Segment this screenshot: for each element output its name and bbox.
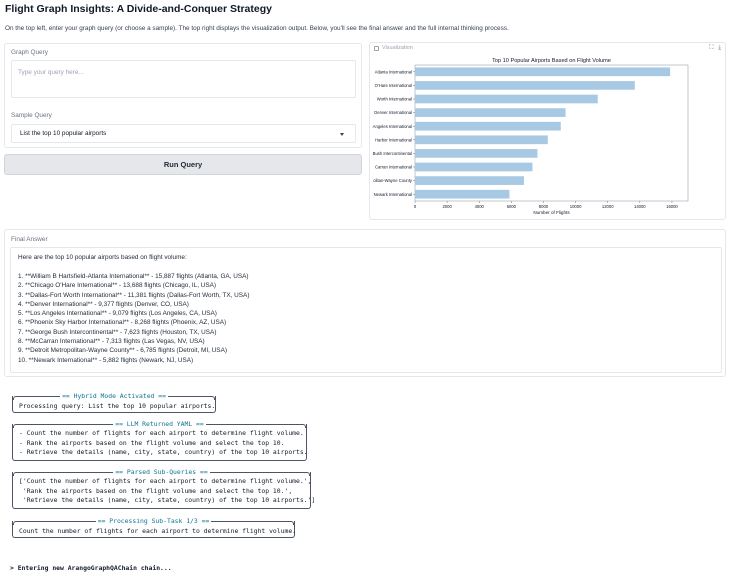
visualization-header: Visualization — [374, 45, 413, 51]
y-tick-label: Angeles International — [373, 124, 412, 129]
log-yaml-line: - Count the number of flights for each a… — [19, 429, 304, 437]
final-answer-box: Here are the top 10 popular airports bas… — [10, 247, 722, 373]
answer-list-item: 3. **Dallas-Fort Worth International** -… — [18, 291, 250, 299]
y-tick-label: Carran International — [375, 165, 412, 170]
answer-list-item: 1. **William B Hartsfield-Atlanta Intern… — [18, 273, 249, 280]
log-parsed-title: == Parsed Sub-Queries == — [115, 468, 208, 476]
run-query-button[interactable]: Run Query — [4, 154, 362, 175]
graph-query-label: Graph Query — [11, 49, 48, 56]
visualization-panel: Visualization ⛶ ⤓ Top 10 Popular Airport… — [369, 42, 726, 220]
bar-chart: Top 10 Popular Airports Based on Flight … — [373, 58, 689, 215]
download-icon[interactable]: ⤓ — [718, 45, 721, 51]
log-hybrid-title: == Hybrid Mode Activated == — [62, 392, 166, 400]
chevron-down-icon — [340, 133, 344, 136]
log-yaml-box: == LLM Returned YAML == - Count the numb… — [12, 420, 308, 461]
y-tick-label: olitan-Wayne County — [373, 178, 413, 183]
log-yaml-line: - Rank the airports based on the flight … — [19, 438, 285, 447]
fullscreen-icon[interactable]: ⛶ — [709, 45, 714, 51]
answer-list-item: 6. **Phoenix Sky Harbor International** … — [18, 319, 227, 327]
log-parsed-line: 'Retrieve the details (name, city, state… — [19, 496, 316, 504]
y-tick-label: Newark International — [374, 192, 412, 197]
bar — [415, 67, 671, 77]
answer-list-item: 9. **Detroit Metropolitan-Wayne County**… — [18, 347, 227, 355]
answer-list-item: 8. **McCarran International** - 7,313 fl… — [18, 338, 205, 346]
y-tick-label: O'Hare International — [375, 83, 412, 88]
answer-intro: Here are the top 10 popular airports bas… — [18, 254, 187, 261]
log-yaml-title: == LLM Returned YAML == — [115, 420, 204, 428]
visualization-toolbar: ⛶ ⤓ — [709, 45, 721, 52]
x-tick-label: 4000 — [475, 204, 485, 209]
bar — [415, 189, 510, 199]
chain-entering-line: > Entering new ArangoGraphQAChain chain.… — [10, 564, 172, 572]
sample-query-value: List the top 10 popular airports — [20, 130, 107, 137]
bar — [415, 121, 561, 131]
x-tick-label: 14000 — [634, 204, 646, 209]
answer-list-item: 4. **Denver International** - 9,377 flig… — [18, 300, 189, 308]
x-tick-label: 0 — [414, 204, 417, 209]
bar — [415, 108, 566, 117]
log-hybrid-box: == Hybrid Mode Activated == Processing q… — [12, 392, 216, 413]
y-tick-label: Bush Intercontinental — [373, 151, 412, 156]
sample-query-label: Sample Query — [11, 112, 52, 119]
y-tick-label: Worth International — [377, 97, 412, 102]
sample-query-dropdown[interactable]: List the top 10 popular airports — [11, 124, 356, 143]
x-tick-label: 2000 — [442, 204, 452, 209]
log-hybrid-line: Processing query: List the top 10 popula… — [19, 402, 216, 410]
answer-list: 1. **William B Hartsfield-Atlanta Intern… — [18, 272, 714, 365]
log-yaml-line: - Retrieve the details (name, city, stat… — [19, 448, 308, 456]
x-axis-label: Number of Flights — [533, 210, 570, 215]
final-answer-label: Final Answer — [11, 236, 48, 243]
answer-list-item: 7. **George Bush Intercontinental** - 7,… — [18, 328, 217, 336]
x-tick-label: 12000 — [602, 204, 614, 209]
visualization-label: Visualization — [382, 45, 413, 51]
answer-list-item: 5. **Los Angeles International** - 9,079… — [18, 310, 217, 318]
bar — [415, 176, 524, 185]
answer-list-item: 2. **Chicago O'Hare International** - 13… — [18, 282, 217, 290]
x-tick-label: 16000 — [666, 204, 678, 209]
bar — [415, 149, 538, 158]
chart-title: Top 10 Popular Airports Based on Flight … — [492, 58, 611, 64]
log-subtask-line: Count the number of flights for each air… — [19, 527, 297, 535]
y-tick-label: Atlanta International — [375, 69, 412, 74]
final-answer-panel: Final Answer Here are the top 10 popular… — [4, 229, 726, 377]
x-tick-label: 8000 — [539, 204, 549, 209]
chart-icon — [374, 45, 379, 51]
y-tick-label: Harbor International — [375, 137, 412, 142]
bar — [415, 94, 598, 104]
x-tick-label: 6000 — [507, 204, 517, 209]
log-subtask-title: == Processing Sub-Task 1/3 == — [97, 517, 210, 525]
bar — [415, 135, 548, 145]
page-title: Flight Graph Insights: A Divide-and-Conq… — [5, 3, 272, 15]
query-panel: Graph Query Type your query here... Samp… — [4, 43, 362, 148]
y-tick-label: Denver International — [374, 110, 412, 115]
graph-query-input[interactable]: Type your query here... — [11, 60, 356, 98]
plot-frame — [414, 64, 689, 202]
page-description: On the top left, enter your graph query … — [5, 25, 509, 32]
bar — [415, 81, 635, 90]
bar — [415, 162, 533, 172]
answer-list-item: 10. **Newark International** - 5,882 fli… — [18, 356, 194, 364]
log-parsed-box: == Parsed Sub-Queries == ['Count the num… — [12, 468, 316, 509]
log-parsed-line: 'Rank the airports based on the flight v… — [19, 486, 293, 495]
log-subtask-box: == Processing Sub-Task 1/3 == Count the … — [12, 517, 297, 538]
log-parsed-line: ['Count the number of flights for each a… — [19, 477, 312, 485]
x-tick-label: 10000 — [570, 204, 582, 209]
